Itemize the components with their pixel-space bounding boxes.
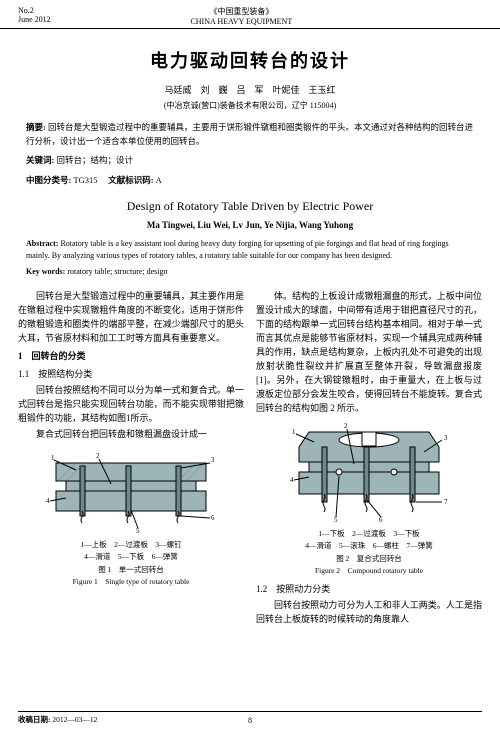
abstract-en-text: Rotatory table is a key assistant tool d… (26, 239, 449, 260)
fig2-caption-cn: 图 2 复合式回转台 (256, 554, 482, 565)
svg-text:5: 5 (334, 516, 338, 524)
fig1-parts2: 4—滑道 5—下板 6—弹簧 (18, 552, 244, 563)
svg-text:7: 7 (444, 498, 448, 506)
docid-value: A (156, 175, 162, 185)
authors-cn: 马廷威 刘 巍 吕 军 叶妮佳 王玉红 (0, 83, 500, 96)
body-para: 回转台按照动力可分为人工和非人工两类。人工是指回转台上板旋转的时候转动的角度靠人 (256, 599, 482, 627)
svg-text:2: 2 (96, 452, 100, 460)
body-para: 回转台按照结构不同可以分为单一式和复合式。单一式回转台是指只能实现回转台功能，而… (18, 384, 244, 426)
column-left: 回转台是大型锻造过程中的重要辅具，其主要作用是在镦粗过程中实现镦粗件角度的不断变… (18, 290, 244, 628)
docid-label: 文献标识码: (108, 175, 153, 185)
keywords-cn-block: 关键词: 回转台；结构；设计 (0, 154, 500, 168)
clc-value: TG315 (73, 175, 97, 185)
article-title-cn: 电力驱动回转台的设计 (0, 47, 500, 73)
svg-text:3: 3 (444, 434, 448, 442)
svg-text:4: 4 (46, 497, 50, 505)
figure-2: 1 2 3 4 5 6 7 1—下板 2—过渡板 3—下板 4—滑道 5—滚珠 … (256, 422, 482, 577)
journal-name-cn: 《中国重型装备》 (51, 6, 432, 17)
svg-text:2: 2 (344, 422, 348, 430)
body-para: 复合式回转台把回转盘和镦粗漏盘设计成一 (18, 428, 244, 442)
subsection-heading: 1.2 按照动力分类 (256, 583, 482, 597)
authors-en: Ma Tingwei, Liu Wei, Lv Jun, Ye Nijia, W… (0, 220, 500, 230)
header-issue-block: No.2 June 2012 (18, 6, 51, 24)
body-para: 回转台是大型锻造过程中的重要辅具，其主要作用是在镦粗过程中实现镦粗件角度的不断变… (18, 290, 244, 346)
keywords-en-text: rotatory table; structure; design (67, 267, 167, 276)
abstract-cn-block: 摘要: 回转台是大型锻造过程中的重要辅具，主要用于饼形锻件镦粗和圈类锻件的平头。… (0, 121, 500, 148)
svg-text:5: 5 (136, 527, 140, 535)
svg-text:4: 4 (290, 476, 294, 484)
body-columns: 回转台是大型锻造过程中的重要辅具，其主要作用是在镦粗过程中实现镦粗件角度的不断变… (0, 282, 500, 628)
abstract-en-label: Abstract: (26, 239, 58, 248)
page-header: No.2 June 2012 《中国重型装备》 CHINA HEAVY EQUI… (0, 0, 500, 29)
header-journal-block: 《中国重型装备》 CHINA HEAVY EQUIPMENT (51, 6, 432, 26)
keywords-cn-label: 关键词: (26, 155, 54, 165)
figure-2-svg: 1 2 3 4 5 6 7 (284, 422, 454, 527)
abstract-cn-label: 摘要: (26, 122, 46, 132)
journal-name-en: CHINA HEAVY EQUIPMENT (51, 17, 432, 26)
fig2-parts1: 1—下板 2—过渡板 3—下板 (256, 529, 482, 540)
clc-label: 中图分类号: (26, 175, 71, 185)
fig2-center-hole (362, 432, 376, 446)
column-right: 体。结构的上板设计成镦粗漏盘的形式，上板中间位置设计成大的球面，中间带有适用于钳… (256, 290, 482, 628)
svg-text:3: 3 (211, 456, 215, 464)
svg-text:6: 6 (211, 514, 215, 522)
body-para: 体。结构的上板设计成镦粗漏盘的形式，上板中间位置设计成大的球面，中间带有适用于钳… (256, 290, 482, 415)
affiliation-cn: (中冶京诚(营口)装备技术有限公司，辽宁 115004) (0, 100, 500, 111)
keywords-en-block: Key words: rotatory table; structure; de… (0, 266, 500, 278)
issue-date: June 2012 (18, 15, 51, 24)
page-number: 8 (248, 716, 252, 725)
figure-1: 1 2 3 4 5 6 1—上板 2—过渡板 3—螺钉 4—滑道 5—下板 6—… (18, 448, 244, 588)
fig2-caption-en: Figure 2 Compound rotatory table (256, 566, 482, 577)
section-heading: 1 回转台的分类 (18, 350, 244, 364)
abstract-cn-text: 回转台是大型锻造过程中的重要辅具，主要用于饼形锻件镦粗和圈类锻件的平头。本文通过… (26, 122, 473, 146)
subsection-heading: 1.1 按照结构分类 (18, 368, 244, 382)
issue-number: No.2 (18, 6, 51, 15)
figure-1-svg: 1 2 3 4 5 6 (36, 448, 226, 538)
abstract-en-block: Abstract: Rotatory table is a key assist… (0, 238, 500, 262)
keywords-cn-text: 回转台；结构；设计 (56, 155, 133, 165)
keywords-en-label: Key words: (26, 267, 65, 276)
svg-text:6: 6 (379, 516, 383, 524)
svg-text:1: 1 (51, 454, 55, 462)
fig1-caption-en: Figure 1 Single type of rotatory table (18, 577, 244, 588)
classification-block: 中图分类号: TG315 文献标识码: A (0, 174, 500, 188)
svg-text:1: 1 (292, 428, 296, 436)
received-label: 收稿日期: (18, 715, 51, 724)
article-title-en: Design of Rotatory Table Driven by Elect… (0, 199, 500, 214)
fig1-caption-cn: 图 1 单一式回转台 (18, 565, 244, 576)
received-date: 2012—03—12 (52, 715, 97, 724)
fig1-parts1: 1—上板 2—过渡板 3—螺钉 (18, 540, 244, 551)
fig2-parts2: 4—滑道 5—滚珠 6—螺柱 7—弹簧 (256, 541, 482, 552)
